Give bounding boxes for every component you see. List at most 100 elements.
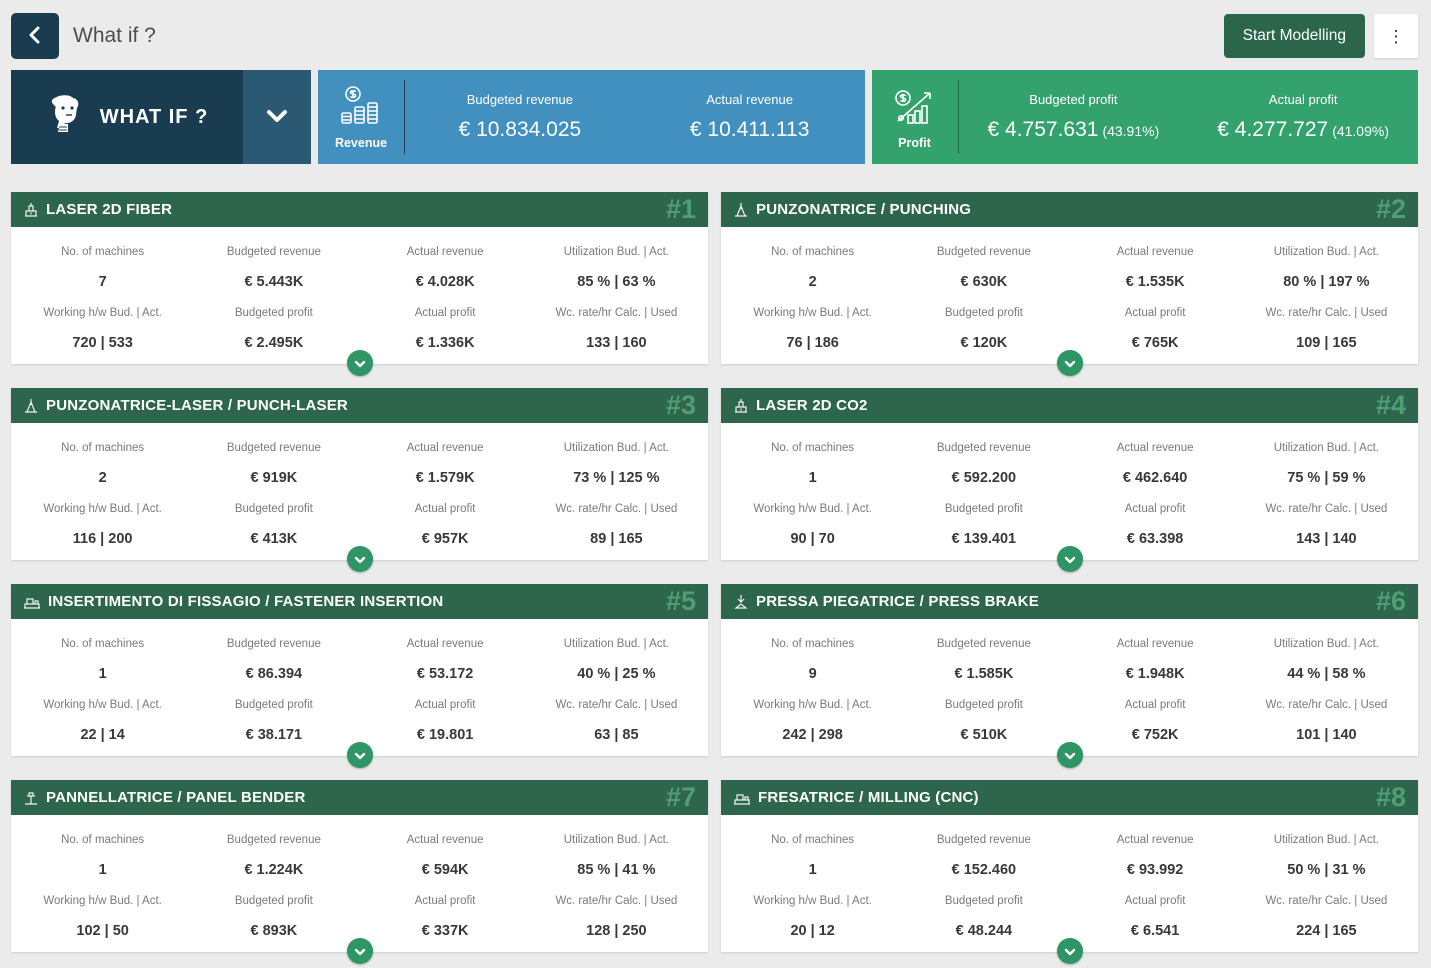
stat-value-utilization: 85 % | 63 %	[577, 274, 656, 290]
stat-label: No. of machines	[61, 442, 145, 454]
stat-label: Actual revenue	[406, 834, 484, 846]
chevron-down-icon	[354, 356, 366, 371]
stat-value-wc-rate: 133 | 160	[586, 335, 647, 351]
whatif-panel-main: WHAT IF ?	[11, 70, 243, 164]
stat-value-actual-profit: € 63.398	[1126, 531, 1184, 547]
stat-value-utilization: 75 % | 59 %	[1287, 470, 1366, 486]
stat-label: No. of machines	[61, 638, 145, 650]
stat-label: Actual revenue	[406, 442, 484, 454]
expand-card-button[interactable]	[1056, 350, 1083, 376]
stat-label: Actual revenue	[1116, 638, 1194, 650]
stat-label: Utilization Bud. | Act.	[563, 246, 669, 258]
stat-label: No. of machines	[771, 246, 855, 258]
stat-label: Wc. rate/hr Calc. | Used	[1265, 307, 1388, 319]
expand-card-button[interactable]	[346, 546, 373, 572]
stat-value-budgeted-profit: € 48.244	[955, 923, 1013, 939]
stat-value-actual-revenue: € 4.028K	[415, 274, 475, 290]
stat-label: Budgeted revenue	[226, 834, 321, 846]
stat-value-budgeted-profit: € 139.401	[951, 531, 1017, 547]
stat-label: Wc. rate/hr Calc. | Used	[555, 895, 678, 907]
back-button[interactable]	[11, 13, 59, 59]
machine-card: LASER 2D CO2 #4 No. of machines Budgeted…	[721, 388, 1418, 572]
panel-divider	[957, 80, 959, 154]
profit-panel-label: Profit	[898, 135, 931, 150]
expand-card-button[interactable]	[1056, 742, 1083, 768]
machine-card-header: FRESATRICE / MILLING (CNC) #8	[721, 780, 1418, 815]
machine-card-header: PANNELLATRICE / PANEL BENDER #7	[11, 780, 708, 815]
chevron-down-icon	[1064, 748, 1076, 763]
revenue-iconbox: Revenue	[318, 70, 404, 164]
machine-card-rank: #6	[1375, 586, 1406, 616]
whatif-dropdown-toggle[interactable]	[243, 70, 311, 164]
budgeted-revenue-metric: Budgeted revenue € 10.834.025	[405, 70, 635, 164]
start-modelling-button[interactable]: Start Modelling	[1223, 14, 1365, 58]
machine-card-body: No. of machines Budgeted revenue Actual …	[721, 227, 1418, 365]
stat-value-working-hw: 242 | 298	[782, 727, 843, 743]
stat-value-utilization: 80 % | 197 %	[1283, 274, 1370, 290]
stat-value-budgeted-revenue: € 152.460	[951, 862, 1017, 878]
stat-label: No. of machines	[771, 638, 855, 650]
stat-value-no-machines: 2	[808, 274, 817, 290]
budgeted-profit-metric: Budgeted profit € 4.757.631 (43.91%)	[959, 70, 1189, 164]
stat-value-budgeted-revenue: € 592.200	[951, 470, 1017, 486]
stat-label: Wc. rate/hr Calc. | Used	[1265, 895, 1388, 907]
machine-card-body: No. of machines Budgeted revenue Actual …	[11, 423, 708, 561]
stat-label: Working h/w Bud. | Act.	[43, 895, 162, 907]
stat-value-actual-revenue: € 462.640	[1122, 470, 1188, 486]
stat-value-working-hw: 22 | 14	[80, 727, 125, 743]
machine-card: PUNZONATRICE-LASER / PUNCH-LASER #3 No. …	[11, 388, 708, 572]
stat-value-actual-revenue: € 53.172	[416, 666, 474, 682]
machine-card-header: PUNZONATRICE / PUNCHING #2	[721, 192, 1418, 227]
stat-label: Actual profit	[1124, 503, 1186, 515]
milling-icon	[733, 790, 751, 806]
machine-card-header: PRESSA PIEGATRICE / PRESS BRAKE #6	[721, 584, 1418, 619]
stat-label: Budgeted revenue	[226, 442, 321, 454]
stat-value-working-hw: 720 | 533	[72, 335, 133, 351]
stat-label: Actual revenue	[1116, 246, 1194, 258]
stat-value-no-machines: 9	[808, 666, 817, 682]
stat-label: Actual profit	[414, 503, 476, 515]
whatif-panel: WHAT IF ?	[11, 70, 311, 164]
stat-label: Utilization Bud. | Act.	[563, 834, 669, 846]
stat-label: Actual profit	[1124, 895, 1186, 907]
stat-label: Budgeted profit	[234, 895, 313, 907]
stat-value-budgeted-profit: € 893K	[250, 923, 298, 939]
stat-value-no-machines: 2	[98, 470, 107, 486]
expand-card-button[interactable]	[346, 938, 373, 964]
stat-value-budgeted-profit: € 413K	[250, 531, 298, 547]
machine-card-body: No. of machines Budgeted revenue Actual …	[721, 423, 1418, 561]
profit-iconbox: Profit	[872, 70, 958, 164]
machine-card-rank: #8	[1375, 782, 1406, 812]
stat-label: Budgeted profit	[944, 699, 1023, 711]
stat-value-budgeted-profit: € 2.495K	[244, 335, 304, 351]
stat-value-budgeted-revenue: € 919K	[250, 470, 298, 486]
metric-label: Actual revenue	[706, 92, 793, 107]
stat-label: Actual revenue	[406, 638, 484, 650]
stat-value-wc-rate: 224 | 165	[1296, 923, 1357, 939]
chevron-down-icon	[1064, 356, 1076, 371]
expand-card-button[interactable]	[1056, 546, 1083, 572]
stat-label: Actual revenue	[1116, 442, 1194, 454]
stat-value-actual-profit: € 6.541	[1130, 923, 1180, 939]
expand-card-button[interactable]	[346, 742, 373, 768]
actual-profit-metric: Actual profit € 4.277.727 (41.09%)	[1188, 70, 1418, 164]
expand-card-button[interactable]	[1056, 938, 1083, 964]
panel-divider	[404, 80, 405, 154]
expand-card-button[interactable]	[346, 350, 373, 376]
machine-card-rank: #7	[665, 782, 696, 812]
stat-label: Wc. rate/hr Calc. | Used	[1265, 699, 1388, 711]
machine-card-title: PRESSA PIEGATRICE / PRESS BRAKE	[756, 593, 1039, 610]
revenue-coins-icon	[338, 85, 384, 132]
panel-bender-icon	[23, 790, 39, 806]
stat-label: No. of machines	[771, 834, 855, 846]
metric-value: € 10.834.025	[458, 118, 582, 141]
fastener-insertion-icon	[23, 594, 41, 610]
stat-label: Utilization Bud. | Act.	[1273, 638, 1379, 650]
kebab-menu-button[interactable]: ⋮	[1374, 14, 1418, 58]
chevron-down-icon	[1064, 552, 1076, 567]
stat-label: Working h/w Bud. | Act.	[753, 307, 872, 319]
machine-card-title: INSERTIMENTO DI FISSAGIO / FASTENER INSE…	[48, 593, 444, 610]
stat-value-no-machines: 1	[808, 862, 817, 878]
metric-value: € 4.277.727 (41.09%)	[1217, 118, 1389, 141]
